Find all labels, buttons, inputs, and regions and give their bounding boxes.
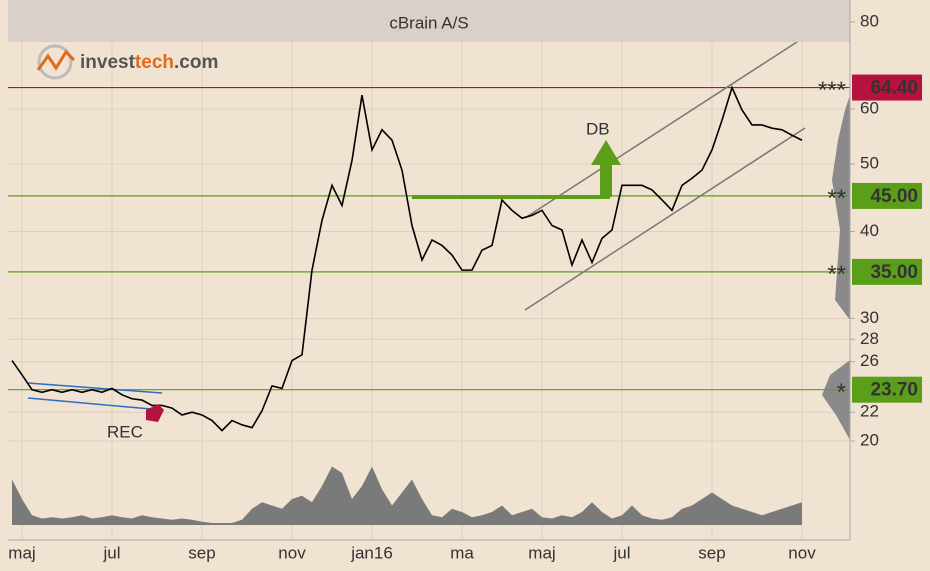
logo-icon xyxy=(36,49,76,71)
x-tick-label: jul xyxy=(102,543,120,562)
price xyxy=(11,85,803,432)
level-label: 45.00 xyxy=(870,186,918,207)
trend-channel xyxy=(27,397,163,411)
x-tick-label: jul xyxy=(612,543,630,562)
level-box xyxy=(852,376,922,403)
y-tick-label: 22 xyxy=(860,402,879,421)
level-stars: ** xyxy=(827,185,846,212)
level-stars: * xyxy=(837,379,846,406)
x-tick-label: jan16 xyxy=(350,543,393,562)
y-tick-label: 20 xyxy=(860,430,879,449)
level-label: 23.70 xyxy=(870,380,918,401)
y-tick-label: 28 xyxy=(860,329,879,348)
trend-channel xyxy=(524,39,801,219)
price-line xyxy=(11,85,803,432)
chart-title: cBrain A/S xyxy=(389,13,468,32)
y-tick-label: 80 xyxy=(860,11,879,30)
annotation: DB xyxy=(586,119,610,138)
volume-pane xyxy=(12,466,802,525)
price-profile xyxy=(832,95,850,320)
x-tick-label: nov xyxy=(788,543,816,562)
level-box xyxy=(852,74,922,101)
axes: 20 22 26 28 30 40 50 60 80 maj jul sep nov jan16 ma maj… xyxy=(8,11,879,562)
level-stars: ** xyxy=(827,261,846,288)
x-tick-label: sep xyxy=(188,543,215,562)
x-tick-label: sep xyxy=(698,543,725,562)
trend-channel xyxy=(524,127,806,311)
x-tick-label: nov xyxy=(278,543,306,562)
level-box xyxy=(852,258,922,285)
x-tick-label: maj xyxy=(8,543,35,562)
x-tick-label: ma xyxy=(450,543,474,562)
volume-area xyxy=(12,466,802,525)
logo-icon xyxy=(37,44,73,80)
logo-part: tech xyxy=(135,52,174,73)
sell-marker xyxy=(146,404,164,422)
title-bar xyxy=(8,0,850,42)
y-tick-label: 40 xyxy=(860,221,879,240)
y-tick-label: 30 xyxy=(860,308,879,327)
price-profile xyxy=(822,360,850,440)
y-tick-label: 26 xyxy=(860,351,879,370)
logo-part: .com xyxy=(174,52,218,73)
level-box xyxy=(852,182,922,209)
annotation: REC xyxy=(107,422,143,441)
level-stars: *** xyxy=(818,77,846,104)
levels: *** 64.40 ** 45.00 ** 35.00 * 23.70 xyxy=(8,74,922,406)
logo-text: investtech.com xyxy=(80,52,218,73)
logo: investtech.com xyxy=(36,44,218,80)
level-label: 64.40 xyxy=(870,78,918,99)
level-label: 35.00 xyxy=(870,262,918,283)
grid xyxy=(8,21,850,540)
buy-arrow xyxy=(591,140,621,197)
y-tick-label: 60 xyxy=(860,98,879,117)
y-tick-label: 50 xyxy=(860,154,879,173)
x-tick-label: maj xyxy=(528,543,555,562)
logo-part: invest xyxy=(80,52,136,73)
trend-channel xyxy=(27,382,163,394)
